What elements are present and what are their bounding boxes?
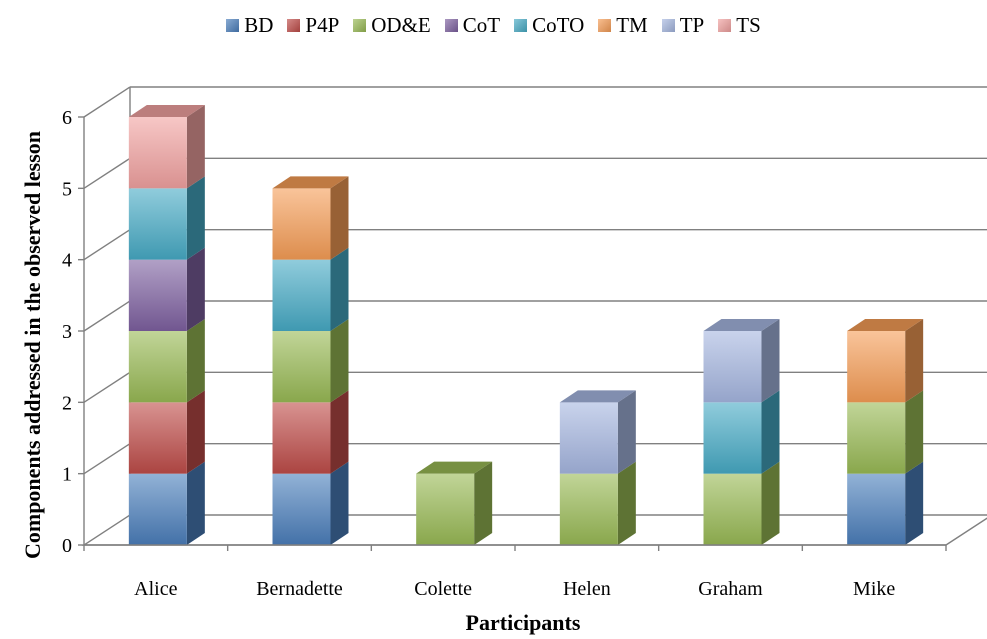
y-tick-label: 5 bbox=[62, 178, 72, 200]
legend-label: OD&E bbox=[371, 12, 431, 37]
legend-swatch bbox=[226, 18, 240, 32]
legend-item: CoTO bbox=[514, 13, 584, 38]
y-tick-label: 4 bbox=[62, 250, 72, 272]
bar-side bbox=[186, 461, 205, 545]
bar-segment bbox=[559, 402, 618, 474]
bar-segment bbox=[128, 117, 187, 189]
legend-label: CoT bbox=[462, 12, 501, 37]
gridline-diagonal bbox=[83, 229, 131, 261]
y-tick-label: 0 bbox=[62, 535, 72, 557]
bar-top bbox=[272, 176, 349, 189]
bar-segment bbox=[128, 331, 187, 403]
x-tick-label: Bernadette bbox=[256, 578, 343, 600]
legend-swatch bbox=[353, 18, 367, 32]
bar-segment bbox=[272, 473, 331, 545]
gridline-diagonal bbox=[83, 300, 131, 332]
bar-segment bbox=[128, 259, 187, 331]
bar-side bbox=[905, 390, 924, 474]
x-axis-title: Participants bbox=[466, 610, 581, 635]
legend-item: BD bbox=[226, 13, 273, 38]
bar-top bbox=[559, 390, 636, 403]
x-tick-label: Mike bbox=[853, 578, 895, 600]
bar-segment bbox=[272, 402, 331, 474]
bar-segment bbox=[703, 402, 762, 474]
bar-side bbox=[186, 319, 205, 403]
legend-swatch bbox=[718, 18, 732, 32]
legend-swatch bbox=[444, 18, 458, 32]
bar-side bbox=[330, 319, 349, 403]
y-tick-label: 2 bbox=[62, 392, 72, 414]
bar-segment bbox=[272, 188, 331, 260]
y-axis-title: Components addressed in the observed les… bbox=[20, 131, 45, 559]
bar-side bbox=[617, 461, 636, 545]
bar-segment bbox=[128, 188, 187, 260]
bar-segment bbox=[272, 331, 331, 403]
bar-side bbox=[761, 461, 780, 545]
legend: BD P4P OD&E CoT CoTO TM TP TS bbox=[0, 10, 987, 40]
bar-side bbox=[186, 105, 205, 189]
bar-segment bbox=[559, 473, 618, 545]
legend-label: P4P bbox=[305, 12, 340, 37]
legend-label: TM bbox=[616, 12, 648, 37]
legend-label: CoTO bbox=[532, 12, 585, 37]
gridline-diagonal bbox=[83, 86, 131, 118]
bar-segment bbox=[847, 331, 906, 403]
legend-item: TM bbox=[598, 13, 648, 38]
bar-side bbox=[761, 319, 780, 403]
legend-swatch bbox=[661, 18, 675, 32]
legend-item: TP bbox=[661, 12, 705, 38]
bar-side bbox=[330, 390, 349, 474]
gridline-diagonal bbox=[83, 157, 131, 189]
bar-side bbox=[330, 461, 349, 545]
legend-label: TS bbox=[736, 12, 761, 37]
bar-segment bbox=[128, 402, 187, 474]
legend-item: CoT bbox=[444, 12, 501, 38]
bar-side bbox=[617, 390, 636, 474]
legend-swatch bbox=[287, 18, 301, 32]
bar-side bbox=[330, 176, 349, 260]
bar-segment bbox=[703, 473, 762, 545]
bar-top bbox=[703, 319, 780, 331]
legend-label: TP bbox=[679, 12, 705, 37]
bar-side bbox=[186, 390, 205, 474]
bar-segment bbox=[128, 473, 187, 545]
gridline-diagonal bbox=[83, 371, 131, 403]
bar-top bbox=[847, 319, 924, 331]
y-tick-label: 6 bbox=[62, 107, 72, 129]
bar-segment bbox=[703, 331, 762, 403]
legend-item: TS bbox=[718, 13, 761, 38]
legend-swatch bbox=[598, 18, 612, 32]
bar-segment bbox=[847, 402, 906, 474]
x-tick-label: Graham bbox=[698, 578, 763, 600]
bar-side bbox=[186, 247, 205, 331]
legend-item: P4P bbox=[287, 13, 339, 38]
bar-side bbox=[905, 461, 924, 545]
y-tick-label: 3 bbox=[62, 321, 72, 343]
y-tick-label: 1 bbox=[62, 464, 72, 486]
bar-segment bbox=[847, 473, 906, 545]
bar-side bbox=[905, 319, 924, 403]
bar-top bbox=[416, 461, 493, 474]
bar-side bbox=[474, 461, 493, 545]
gridline-diagonal bbox=[83, 443, 131, 475]
x-tick-label: Colette bbox=[414, 578, 472, 600]
bar-segment bbox=[416, 473, 475, 545]
x-tick-label: Alice bbox=[134, 578, 177, 600]
bar-top bbox=[128, 105, 205, 117]
bar-side bbox=[330, 247, 349, 331]
legend-item: OD&E bbox=[353, 13, 431, 38]
bar-side bbox=[186, 176, 205, 260]
x-tick-label: Helen bbox=[563, 578, 611, 600]
legend-swatch bbox=[514, 18, 528, 32]
bar-segment bbox=[272, 259, 331, 331]
bar-side bbox=[761, 390, 780, 474]
legend-label: BD bbox=[244, 12, 274, 37]
